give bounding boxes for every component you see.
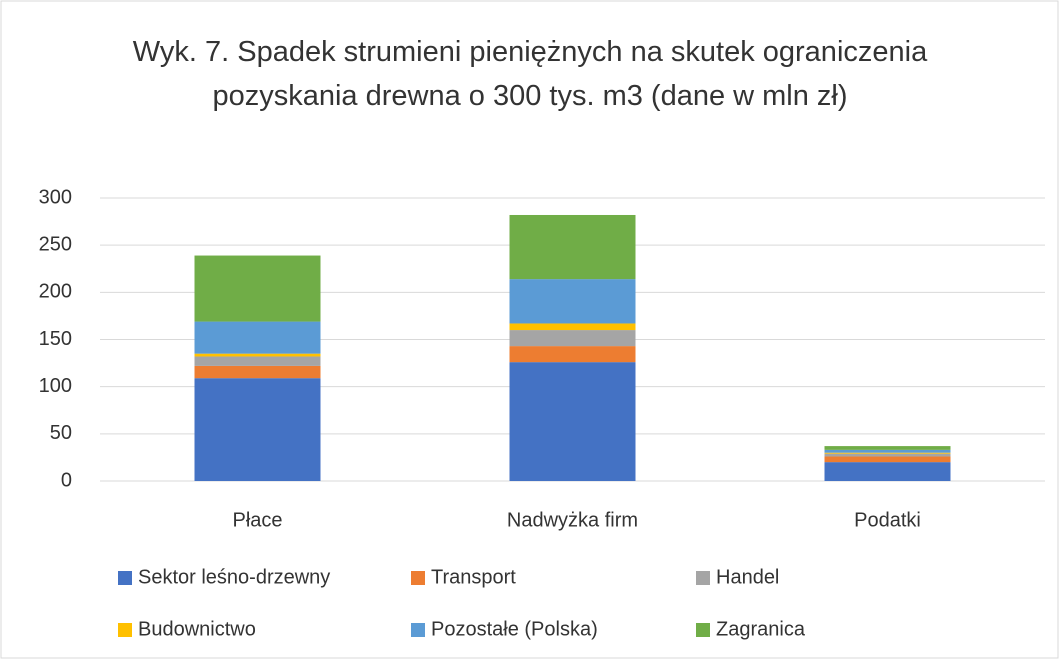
legend-swatch xyxy=(411,571,425,585)
x-tick-label: Nadwyżka firm xyxy=(507,509,638,531)
bar-segment xyxy=(824,452,951,454)
legend-label: Sektor leśno-drzewny xyxy=(138,566,330,588)
bar-segment xyxy=(509,330,636,347)
legend-swatch xyxy=(696,623,710,637)
legend-label: Handel xyxy=(716,566,779,588)
bar-segment xyxy=(509,346,636,363)
legend-swatch xyxy=(696,571,710,585)
legend-swatch xyxy=(411,623,425,637)
bar-segment xyxy=(509,323,636,331)
bar-segment xyxy=(194,378,321,481)
legend-label: Budownictwo xyxy=(138,618,256,640)
y-tick-label: 250 xyxy=(39,233,72,255)
y-tick-label: 100 xyxy=(39,375,72,397)
bar-segment xyxy=(824,446,951,450)
y-tick-label: 200 xyxy=(39,281,72,303)
y-tick-label: 150 xyxy=(39,328,72,350)
bar-segment xyxy=(824,456,951,463)
y-tick-label: 0 xyxy=(61,469,72,491)
y-tick-label: 300 xyxy=(39,186,72,208)
bar-segment xyxy=(824,449,951,453)
legend-swatch xyxy=(118,623,132,637)
x-tick-label: Płace xyxy=(232,509,282,531)
x-tick-label: Podatki xyxy=(854,509,921,531)
bar-segment xyxy=(509,362,636,481)
legend-label: Transport xyxy=(431,566,516,588)
bar-segment xyxy=(824,462,951,481)
legend-label: Zagranica xyxy=(716,618,806,640)
bar-segment xyxy=(509,279,636,324)
legend-swatch xyxy=(118,571,132,585)
bar-segment xyxy=(194,356,321,366)
bar-segment xyxy=(194,353,321,357)
bar-segment xyxy=(509,214,636,280)
y-tick-label: 50 xyxy=(50,422,72,444)
bar-segment xyxy=(194,321,321,354)
bar-segment xyxy=(194,255,321,322)
bar-segment xyxy=(194,365,321,379)
legend-label: Pozostałe (Polska) xyxy=(431,618,598,640)
bar-segment xyxy=(824,453,951,457)
chart-title: Wyk. 7. Spadek strumieni pieniężnych na … xyxy=(132,36,928,112)
